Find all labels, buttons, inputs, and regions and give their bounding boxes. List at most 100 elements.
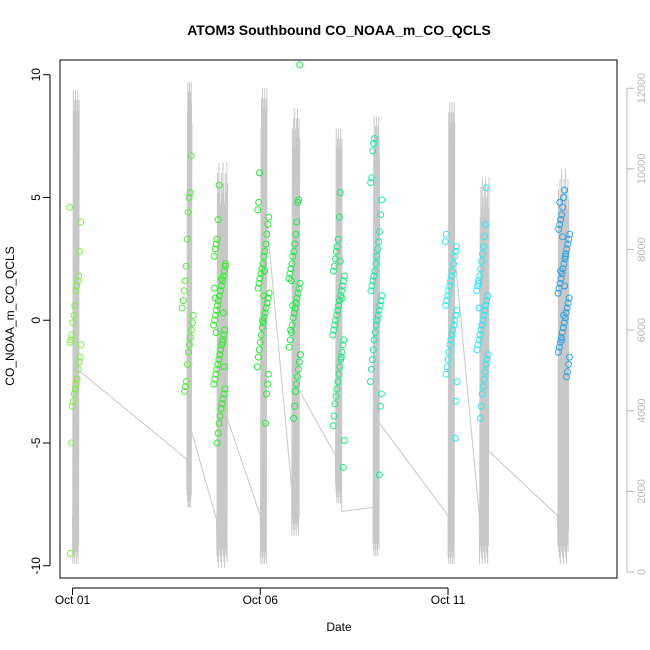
data-point [329, 267, 337, 275]
data-point [185, 194, 193, 201]
data-point [216, 351, 224, 359]
altitude-layer [72, 82, 570, 568]
data-point [478, 390, 486, 398]
data-point [377, 211, 385, 219]
data-point [254, 284, 262, 292]
data-point [70, 311, 78, 319]
data-point [478, 257, 486, 265]
data-point [482, 221, 489, 228]
data-point [564, 240, 572, 248]
data-point [212, 240, 220, 248]
data-point [335, 370, 343, 378]
data-point [446, 282, 454, 290]
data-point [291, 240, 299, 248]
data-point [480, 243, 487, 251]
data-point [184, 360, 191, 368]
y2-tick-label: 4000 [636, 398, 648, 422]
data-point [180, 287, 188, 295]
x-tick-label: Oct 11 [431, 593, 466, 607]
data-point [290, 248, 298, 255]
data-point [556, 221, 564, 228]
data-point [288, 277, 296, 285]
data-point [373, 252, 381, 260]
data-point [565, 353, 573, 361]
data-point [449, 267, 457, 275]
data-point [560, 319, 568, 327]
data-point [73, 282, 81, 290]
data-point [331, 321, 339, 329]
data-point [292, 387, 299, 395]
data-point [261, 248, 269, 255]
data-point [370, 140, 378, 147]
data-point [337, 356, 345, 363]
x-axis-label: Date [326, 620, 352, 634]
data-point [377, 390, 385, 398]
data-point [475, 336, 483, 344]
data-point [371, 135, 378, 143]
data-point [370, 336, 378, 344]
data-point [329, 422, 337, 430]
data-point [287, 326, 295, 334]
data-point [366, 378, 374, 386]
data-point [210, 284, 218, 292]
data-point [185, 348, 192, 356]
data-point [562, 250, 570, 258]
data-point [215, 181, 223, 189]
data-point [482, 184, 490, 192]
data-point [74, 365, 82, 373]
data-point [441, 238, 449, 246]
data-point [210, 252, 218, 260]
data-point [183, 378, 190, 386]
data-point [557, 267, 565, 275]
data-point [219, 395, 227, 403]
data-point [559, 265, 567, 273]
data-point [76, 248, 84, 255]
data-point [74, 277, 82, 285]
data-point [293, 380, 300, 388]
data-point [448, 331, 456, 339]
data-point [377, 297, 385, 305]
data-point [75, 358, 83, 366]
data-point [453, 378, 461, 386]
data-point [378, 196, 386, 204]
data-point [559, 233, 567, 241]
data-point [484, 351, 492, 359]
data-point [76, 353, 84, 361]
data-point [220, 390, 228, 398]
data-point [562, 252, 569, 260]
data-point [445, 348, 453, 356]
data-point [337, 353, 345, 361]
data-point [262, 240, 270, 248]
altitude-trace-segment [453, 176, 490, 564]
y-axis-label: CO_NOAA_m_CO_QCLS [3, 246, 17, 385]
points-layer [66, 61, 574, 557]
data-point [68, 331, 76, 339]
data-point [255, 279, 263, 287]
data-point [287, 265, 295, 273]
data-point [221, 262, 229, 270]
data-point [289, 302, 297, 309]
altitude-trace-segment [298, 128, 343, 512]
data-point [566, 230, 574, 238]
data-point [367, 365, 375, 373]
data-point [262, 419, 269, 427]
data-point [330, 326, 338, 334]
data-point [263, 390, 270, 398]
data-point [452, 397, 460, 405]
axes-layer: -10 -5 0 5 10 Oct 01 Oct 06 Oct 11 0 2000 4000 6000… [29, 68, 648, 607]
data-point [565, 235, 573, 243]
data-point [260, 292, 268, 300]
data-point [555, 343, 563, 351]
data-point [296, 351, 304, 359]
data-point [564, 368, 571, 376]
data-point [335, 302, 343, 309]
data-point [182, 262, 190, 270]
data-point [445, 287, 453, 295]
y-tick-label: -5 [29, 437, 43, 448]
data-point [289, 314, 297, 322]
data-point [479, 250, 486, 258]
y-tick-label: 5 [29, 194, 43, 201]
altitude-trace-segment [341, 116, 381, 556]
data-point [477, 402, 485, 410]
data-point [66, 338, 74, 346]
